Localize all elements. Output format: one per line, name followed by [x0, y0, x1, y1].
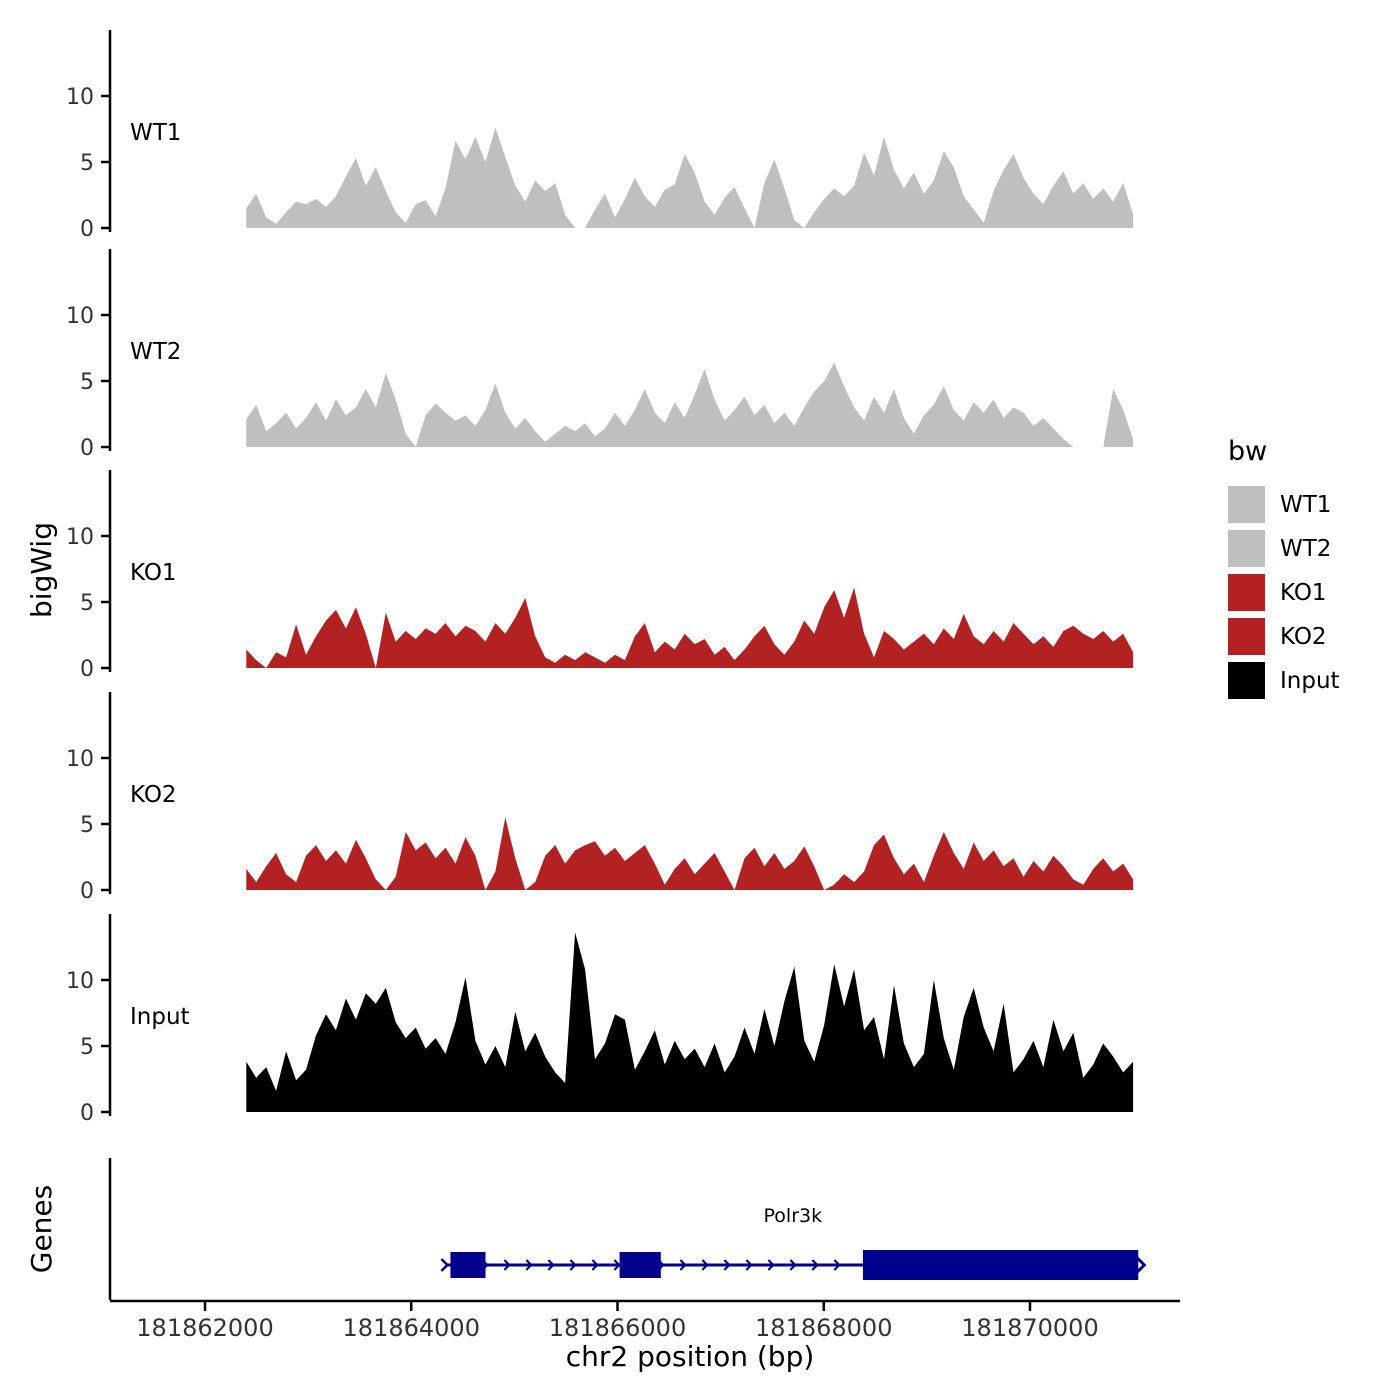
- gene-strand-arrow: [679, 1259, 687, 1271]
- y-tick-label-KO1-10: 10: [66, 525, 94, 550]
- y-tick-label-KO2-10: 10: [66, 747, 94, 772]
- gene-thick-exon: [862, 1250, 1139, 1280]
- gene-label: Polr3k: [764, 1205, 823, 1227]
- gene-strand-arrow: [767, 1259, 775, 1271]
- y-tick-label-WT2-10: 10: [66, 304, 94, 329]
- y-tick-label-KO1-5: 5: [80, 591, 94, 616]
- gene-strand-arrow: [833, 1259, 841, 1271]
- coverage-area-Input: [246, 932, 1134, 1112]
- y-axis-title-bigwig: bigWig: [25, 522, 58, 618]
- gene-start-arrow: [440, 1258, 450, 1272]
- track-label-Input: Input: [130, 1004, 190, 1030]
- y-tick-label-WT1-5: 5: [80, 151, 94, 176]
- track-label-WT1: WT1: [130, 120, 181, 146]
- y-tick-label-KO2-5: 5: [80, 813, 94, 838]
- legend-swatch-KO2: [1228, 618, 1265, 655]
- legend-label-WT2: WT2: [1280, 536, 1331, 562]
- y-tick-label-WT2-0: 0: [80, 436, 94, 461]
- y-tick-label-WT1-0: 0: [80, 217, 94, 242]
- y-tick-label-Input-10: 10: [66, 969, 94, 994]
- x-tick-label-181864000: 181864000: [343, 1314, 480, 1342]
- x-tick-label-181862000: 181862000: [136, 1314, 273, 1342]
- x-axis-title: chr2 position (bp): [565, 1340, 815, 1373]
- legend-swatch-WT2: [1228, 530, 1265, 567]
- gene-strand-arrow: [569, 1259, 577, 1271]
- gene-strand-arrow: [701, 1259, 709, 1271]
- legend-swatch-KO1: [1228, 574, 1265, 611]
- gene-exon-2: [619, 1252, 661, 1278]
- gene-strand-arrow: [811, 1259, 819, 1271]
- y-tick-label-WT2-5: 5: [80, 370, 94, 395]
- x-tick-label-181868000: 181868000: [755, 1314, 892, 1342]
- coverage-area-WT1: [246, 127, 1134, 228]
- legend-label-KO2: KO2: [1280, 624, 1327, 650]
- x-tick-label-181866000: 181866000: [549, 1314, 686, 1342]
- coverage-area-WT2: [246, 362, 1134, 447]
- legend-label-WT1: WT1: [1280, 492, 1331, 518]
- y-axis-title-genes: Genes: [25, 1184, 58, 1274]
- gene-exon-1: [450, 1252, 486, 1278]
- track-label-KO2: KO2: [130, 782, 177, 808]
- y-tick-label-Input-5: 5: [80, 1035, 94, 1060]
- gene-strand-arrow: [591, 1259, 599, 1271]
- track-label-KO1: KO1: [130, 560, 177, 586]
- gene-strand-arrow: [789, 1259, 797, 1271]
- y-tick-label-Input-0: 0: [80, 1101, 94, 1126]
- coverage-area-KO2: [246, 817, 1134, 890]
- coverage-area-KO1: [246, 587, 1134, 668]
- gene-strand-arrow: [547, 1259, 555, 1271]
- gene-end-arrow: [1135, 1255, 1147, 1275]
- legend-label-KO1: KO1: [1280, 580, 1327, 606]
- x-tick-label-181870000: 181870000: [961, 1314, 1098, 1342]
- gene-strand-arrow: [723, 1259, 731, 1271]
- gene-strand-arrow: [503, 1259, 511, 1271]
- legend-title: bw: [1228, 436, 1267, 467]
- gene-strand-arrow: [745, 1259, 753, 1271]
- y-tick-label-KO1-0: 0: [80, 657, 94, 682]
- gene-strand-arrow: [525, 1259, 533, 1271]
- gene-strand-arrow: [613, 1259, 621, 1271]
- y-tick-label-WT1-10: 10: [66, 85, 94, 110]
- y-tick-label-KO2-0: 0: [80, 879, 94, 904]
- track-label-WT2: WT2: [130, 339, 181, 365]
- legend-label-Input: Input: [1280, 668, 1340, 694]
- legend-swatch-Input: [1228, 662, 1265, 699]
- legend-swatch-WT1: [1228, 486, 1265, 523]
